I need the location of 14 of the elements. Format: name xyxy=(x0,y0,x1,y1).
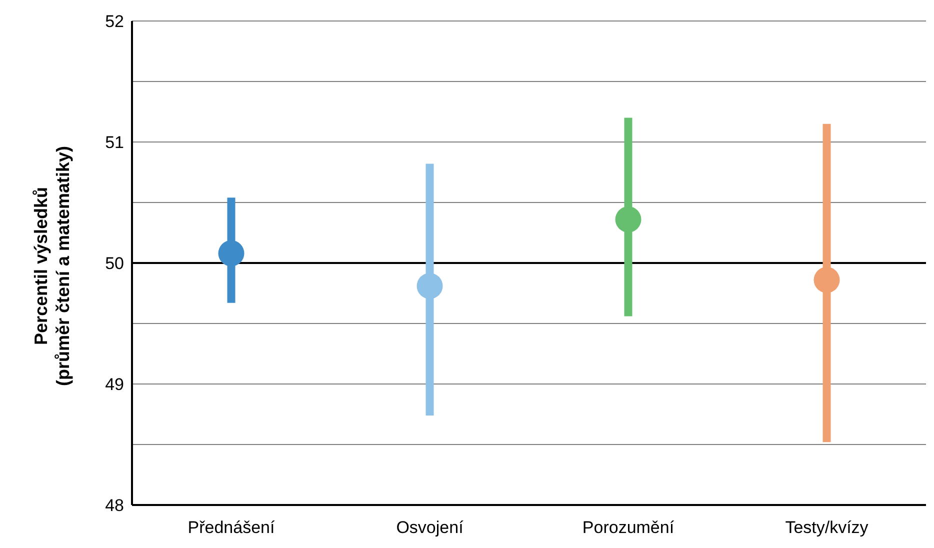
y-tick-label: 49 xyxy=(105,375,124,394)
x-tick-label: Testy/kvízy xyxy=(785,518,869,538)
x-tick-label: Porozumění xyxy=(582,518,674,538)
x-tick-label: Osvojení xyxy=(396,518,464,538)
y-tick-label: 50 xyxy=(105,254,124,274)
y-tick-label: 48 xyxy=(105,496,124,516)
y-tick-label: 51 xyxy=(105,133,124,152)
point xyxy=(814,266,840,293)
y-axis-title: Percentil výsledků (průměr čtení a matematiky) xyxy=(30,146,74,386)
point xyxy=(615,206,642,232)
point xyxy=(218,240,244,266)
y-tick-label: 52 xyxy=(105,12,124,32)
x-tick-label: Přednášení xyxy=(188,518,275,538)
point xyxy=(416,272,443,299)
